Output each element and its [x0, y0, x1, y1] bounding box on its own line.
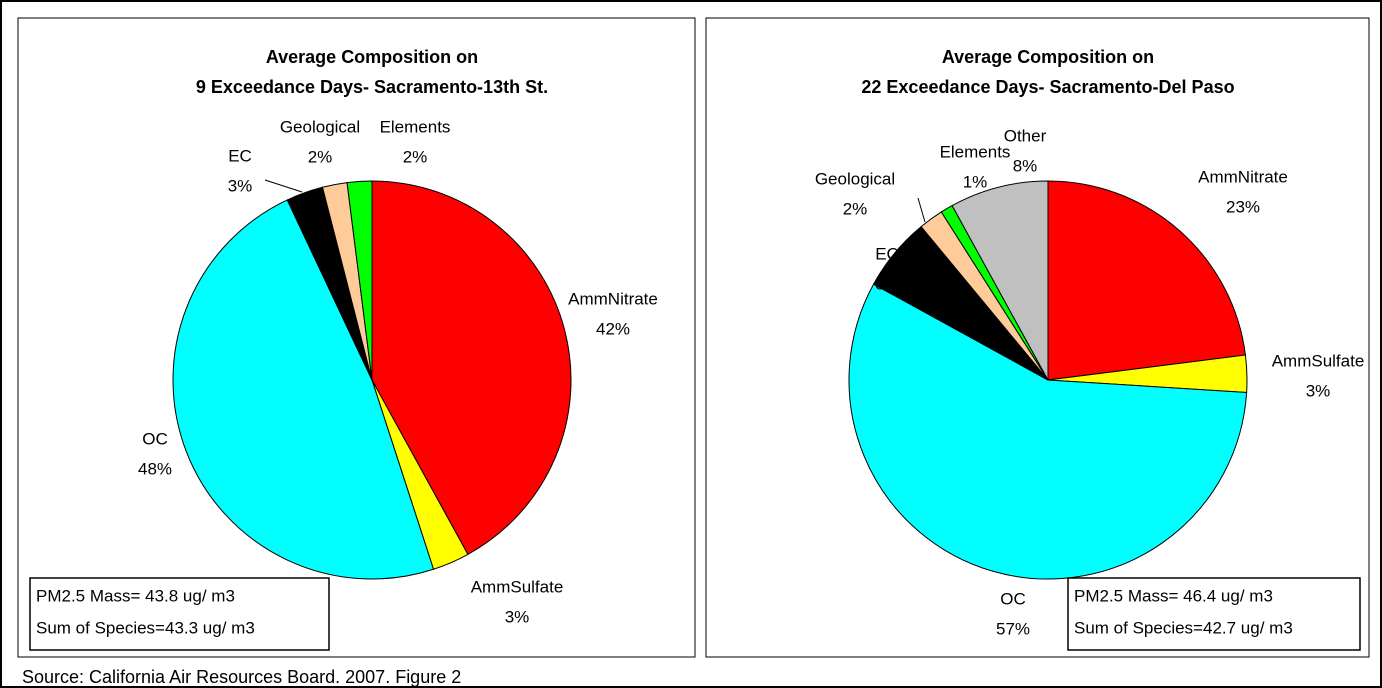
pie-slice	[951, 180, 1049, 381]
slice-label: OC	[142, 429, 168, 448]
source-note: Source: California Air Resources Board. …	[22, 667, 461, 687]
pie-slice	[172, 199, 435, 580]
pie-slice	[1047, 180, 1246, 381]
slice-label: Other	[1004, 126, 1047, 145]
slice-label: Geological	[280, 117, 360, 136]
slice-label: EC	[228, 146, 252, 165]
pie-slice	[848, 283, 1248, 580]
pie-slice	[346, 180, 373, 381]
note-text: PM2.5 Mass= 43.8 ug/ m3	[36, 586, 235, 605]
slice-label: AmmSulfate	[1272, 351, 1365, 370]
note-text: Sum of Species=42.7 ug/ m3	[1074, 618, 1293, 637]
slice-value-label: 3%	[505, 607, 530, 626]
slice-label: EC	[875, 244, 899, 263]
pie-slice	[371, 180, 572, 556]
chart-title: Average Composition on	[266, 47, 478, 67]
slice-value-label: 2%	[403, 147, 428, 166]
note-box	[29, 577, 330, 651]
leader-line	[917, 197, 926, 223]
slice-label: OC	[1000, 589, 1026, 608]
slice-value-label: 3%	[1306, 381, 1331, 400]
slice-value-label: 2%	[843, 199, 868, 218]
slice-label: AmmNitrate	[568, 289, 658, 308]
slice-label: Elements	[380, 117, 451, 136]
slice-value-label: 6%	[875, 274, 900, 293]
slice-value-label: 2%	[308, 147, 333, 166]
slice-value-label: 8%	[1013, 156, 1038, 175]
slice-value-label: 3%	[228, 176, 253, 195]
slice-value-label: 1%	[963, 172, 988, 191]
slice-label: AmmSulfate	[471, 577, 564, 596]
chart-title: Average Composition on	[942, 47, 1154, 67]
leader-line	[264, 179, 303, 193]
slice-label: Elements	[940, 142, 1011, 161]
slice-value-label: 48%	[138, 459, 172, 478]
slice-value-label: 42%	[596, 319, 630, 338]
chart-title: 22 Exceedance Days- Sacramento-Del Paso	[861, 77, 1234, 97]
slice-label: AmmNitrate	[1198, 167, 1288, 186]
note-text: Sum of Species=43.3 ug/ m3	[36, 618, 255, 637]
slice-label: Geological	[815, 169, 895, 188]
note-text: PM2.5 Mass= 46.4 ug/ m3	[1074, 586, 1273, 605]
chart-title: 9 Exceedance Days- Sacramento-13th St.	[196, 77, 548, 97]
slice-value-label: 57%	[996, 619, 1030, 638]
slice-value-label: 23%	[1226, 197, 1260, 216]
note-box	[1067, 577, 1361, 651]
